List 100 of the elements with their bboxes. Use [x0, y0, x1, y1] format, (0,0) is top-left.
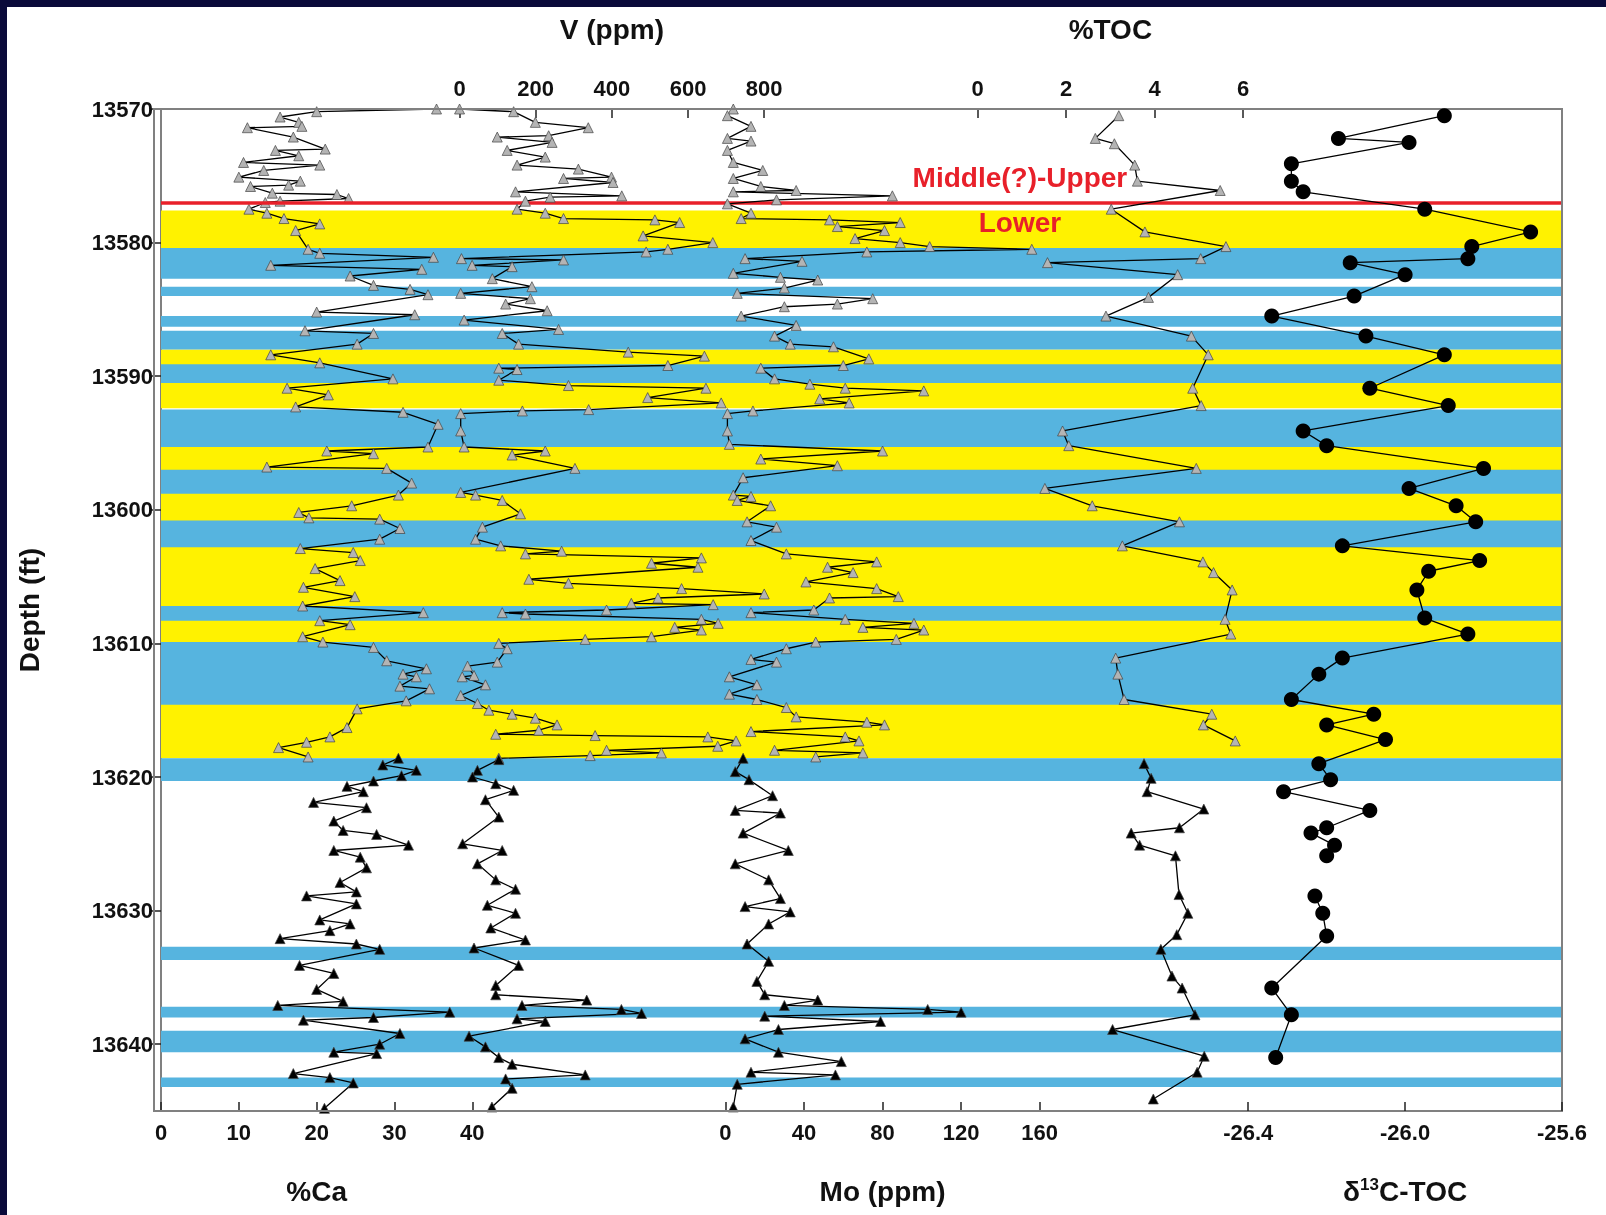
point	[784, 906, 796, 918]
y-tick-label: 13570	[91, 96, 153, 122]
point	[371, 829, 382, 840]
point	[743, 774, 755, 786]
point	[759, 989, 771, 1001]
point	[1460, 626, 1476, 642]
point	[334, 877, 346, 888]
point	[374, 1038, 386, 1050]
point	[1366, 706, 1382, 722]
point	[1327, 837, 1343, 853]
point	[779, 1000, 790, 1011]
point	[763, 874, 774, 886]
point	[1421, 563, 1437, 579]
point	[361, 862, 372, 874]
point	[324, 925, 336, 936]
point	[368, 1012, 379, 1023]
point	[1264, 980, 1280, 996]
x2-tick-label: 0	[453, 75, 466, 101]
point	[1307, 888, 1323, 904]
point	[1303, 825, 1319, 841]
point	[1283, 156, 1299, 172]
point	[773, 1024, 784, 1035]
point	[1295, 423, 1311, 439]
point	[344, 918, 356, 930]
point	[739, 1033, 751, 1045]
point	[955, 1006, 967, 1018]
point	[358, 786, 369, 798]
x-tick-label: -26.4	[1223, 1119, 1275, 1145]
point	[751, 976, 763, 987]
point	[1295, 184, 1311, 200]
x2-tick-label: 2	[1059, 75, 1073, 101]
point	[773, 1046, 784, 1058]
point	[1468, 514, 1484, 530]
point	[410, 764, 422, 776]
point	[1319, 848, 1335, 864]
point	[308, 797, 319, 808]
x-tick-label: 0	[154, 1119, 168, 1145]
point	[775, 893, 786, 904]
y-tick-label: 13640	[91, 1031, 153, 1057]
point	[1283, 1007, 1299, 1023]
x-tick-label: 10	[226, 1119, 252, 1145]
point	[1311, 756, 1327, 772]
point	[1476, 460, 1492, 476]
point	[1330, 130, 1346, 146]
point	[361, 802, 372, 814]
point	[1460, 251, 1476, 267]
point	[739, 901, 751, 912]
point	[741, 938, 753, 950]
point	[1448, 498, 1464, 514]
point	[1319, 438, 1335, 454]
point	[274, 933, 286, 945]
point	[337, 996, 349, 1007]
point	[368, 775, 379, 787]
y-tick-label: 13580	[91, 230, 153, 256]
y-tick-label: 13590	[91, 363, 153, 389]
x2-tick-label: 400	[593, 75, 631, 101]
x2-tick-label: 6	[1237, 75, 1250, 101]
x-tick-label: 120	[942, 1119, 980, 1145]
point	[444, 1006, 456, 1018]
point	[1342, 255, 1358, 271]
point	[341, 781, 353, 792]
y-tick-label: 13600	[91, 497, 153, 523]
point	[1401, 134, 1417, 150]
point	[328, 1046, 340, 1058]
point	[745, 1066, 757, 1078]
point	[294, 960, 305, 971]
point	[371, 1048, 382, 1059]
x2-tick-label: 200	[517, 75, 555, 101]
x2-axis-title: V (ppm)	[559, 13, 664, 45]
x-tick-label: 80	[870, 1119, 895, 1145]
point	[1358, 328, 1374, 344]
point	[1417, 610, 1433, 626]
point	[1401, 480, 1417, 496]
point	[314, 914, 326, 926]
y-tick-label: 13620	[91, 764, 153, 790]
point	[812, 994, 824, 1006]
point	[737, 752, 749, 764]
point	[1264, 308, 1280, 324]
point	[1334, 538, 1350, 554]
point	[351, 898, 362, 910]
x-axis-title: %Ca	[286, 1175, 348, 1207]
x-tick-label: 40	[460, 1119, 485, 1145]
point	[1440, 398, 1456, 414]
x2-tick-label: 800	[745, 75, 783, 101]
point	[1397, 267, 1413, 283]
point	[351, 886, 362, 898]
point	[298, 1014, 309, 1026]
point	[1409, 582, 1425, 598]
point	[1268, 1050, 1284, 1066]
point	[1319, 820, 1335, 836]
point	[775, 807, 786, 819]
x2-axis-title: %TOC	[1068, 13, 1153, 45]
point	[729, 805, 741, 816]
point	[1311, 666, 1327, 682]
x-tick-label: 40	[791, 1119, 817, 1145]
point	[301, 890, 312, 902]
point	[337, 825, 349, 836]
point	[1319, 928, 1335, 944]
point	[731, 1078, 743, 1090]
point	[1378, 732, 1394, 748]
